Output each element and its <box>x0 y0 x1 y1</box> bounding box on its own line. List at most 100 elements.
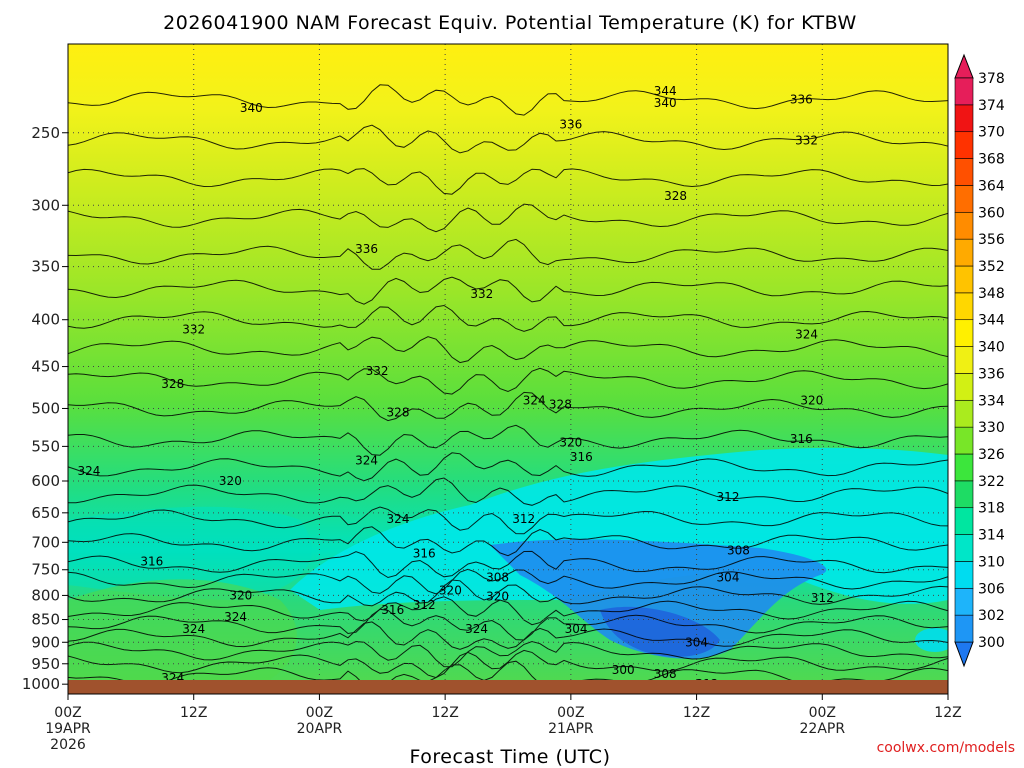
contour-label: 320 <box>439 583 462 597</box>
deep-blue-core <box>600 606 720 657</box>
colorbar-label: 306 <box>978 581 1005 597</box>
colorbar-label: 360 <box>978 205 1005 221</box>
colorbar-swatch <box>954 319 974 347</box>
colorbar-swatch <box>954 238 974 267</box>
colorbar-label: 340 <box>978 340 1005 356</box>
teal-band <box>68 506 312 600</box>
credit-link[interactable]: coolwx.com/models <box>877 740 1015 756</box>
contour-label: 324 <box>355 454 378 468</box>
x-tick-label: 00Z <box>306 705 333 721</box>
contour-label: 340 <box>654 96 677 110</box>
grid-lines <box>68 44 948 694</box>
contour-label: 324 <box>465 622 488 636</box>
contour-label: 324 <box>77 464 100 478</box>
y-tick-label: 450 <box>31 358 60 376</box>
y-axis: 250 300 350 400 450 500 550 600 650 700 750 800 850 9… <box>22 124 68 693</box>
colorbar-label: 344 <box>978 313 1005 329</box>
contour-label: 320 <box>229 588 252 602</box>
contour-label: 308 <box>654 667 677 681</box>
contour-line <box>68 649 948 679</box>
contour-label: 328 <box>664 189 687 203</box>
contour-label: 320 <box>559 436 582 450</box>
plot-frame <box>67 43 949 695</box>
contour-line <box>68 336 948 364</box>
colorbar-swatch <box>954 426 974 455</box>
colorbar-swatch <box>954 131 974 159</box>
chart-title: 2026041900 NAM Forecast Equiv. Potential… <box>163 12 857 34</box>
colorbar-swatch <box>954 373 974 401</box>
contour-label: 316 <box>413 547 436 561</box>
contour-line <box>68 238 948 270</box>
contour-label: 324 <box>523 393 546 407</box>
x-tick-label: 00Z <box>54 705 81 721</box>
colorbar-label: 336 <box>978 366 1005 382</box>
colorbar-label: 314 <box>978 528 1005 544</box>
colorbar-label: 348 <box>978 286 1005 302</box>
contour-label: 344 <box>654 84 677 98</box>
contour-label: 328 <box>549 397 572 411</box>
contour-label: 320 <box>800 393 823 407</box>
contour-line <box>68 579 948 607</box>
contour-label: 300 <box>612 663 635 677</box>
contour-label: 332 <box>182 323 205 337</box>
colorbar-swatch <box>954 480 974 509</box>
x-tick-label: 21APR <box>548 721 594 737</box>
contour-label: 336 <box>355 242 378 256</box>
contour-label: 304 <box>685 635 708 649</box>
contour-label: 308 <box>486 571 509 585</box>
colorbar-label: 322 <box>978 474 1005 490</box>
contour-label: 312 <box>717 490 740 504</box>
colorbar-label: 364 <box>978 178 1005 194</box>
contour-line <box>68 608 948 641</box>
y-tick-label: 400 <box>31 311 60 329</box>
colorbar-label: 326 <box>978 447 1005 463</box>
contour-label: 336 <box>790 93 813 107</box>
colorbar-swatch <box>954 292 974 321</box>
high-theta-region <box>460 44 840 99</box>
contour-line <box>68 568 948 595</box>
y-tick-label: 950 <box>31 655 60 673</box>
contour-line <box>68 124 948 154</box>
contour-label: 312 <box>811 591 834 605</box>
x-tick-label: 12Z <box>431 705 458 721</box>
colorbar-swatch <box>954 77 974 106</box>
colorbar: 300 302 306 310 314 318 322 326 330 334 336 340 344 3… <box>954 53 1005 668</box>
colorbar-label: 300 <box>978 635 1005 651</box>
contour-label: 312 <box>512 512 535 526</box>
contour-line <box>68 506 948 535</box>
blue-region <box>490 539 827 659</box>
colorbar-label: 334 <box>978 393 1005 409</box>
contour-line <box>68 276 948 305</box>
colorbar-label: 370 <box>978 125 1005 141</box>
colorbar-swatch <box>954 158 974 186</box>
colorbar-label: 374 <box>978 98 1005 114</box>
colorbar-label: 302 <box>978 608 1005 624</box>
contour-line <box>68 452 948 482</box>
x-tick-label: 12Z <box>934 705 961 721</box>
x-tick-label: 00Z <box>809 705 836 721</box>
y-tick-label: 850 <box>31 611 60 629</box>
colorbar-label: 310 <box>978 554 1005 570</box>
contour-line <box>68 477 948 506</box>
x-tick-label: 19APR <box>45 721 91 737</box>
contour-label: 324 <box>387 512 410 526</box>
colorbar-swatch <box>954 185 974 213</box>
contour-line <box>68 424 948 456</box>
colorbar-label: 318 <box>978 501 1005 517</box>
y-tick-label: 350 <box>31 258 60 276</box>
contour-line <box>68 621 948 650</box>
x-tick-label: 12Z <box>683 705 710 721</box>
x-tick-label: 12Z <box>180 705 207 721</box>
contour-label: 328 <box>387 405 410 419</box>
y-tick-label: 650 <box>31 504 60 522</box>
colorbar-label: 352 <box>978 259 1005 275</box>
contour-label: 320 <box>486 589 509 603</box>
colorbar-swatch <box>954 534 974 562</box>
colorbar-swatch <box>954 346 974 374</box>
contour-label: 324 <box>182 622 205 636</box>
contour-label: 304 <box>565 622 588 636</box>
y-tick-label: 300 <box>31 196 60 214</box>
contour-label: 328 <box>161 377 184 391</box>
y-tick-label: 700 <box>31 533 60 551</box>
